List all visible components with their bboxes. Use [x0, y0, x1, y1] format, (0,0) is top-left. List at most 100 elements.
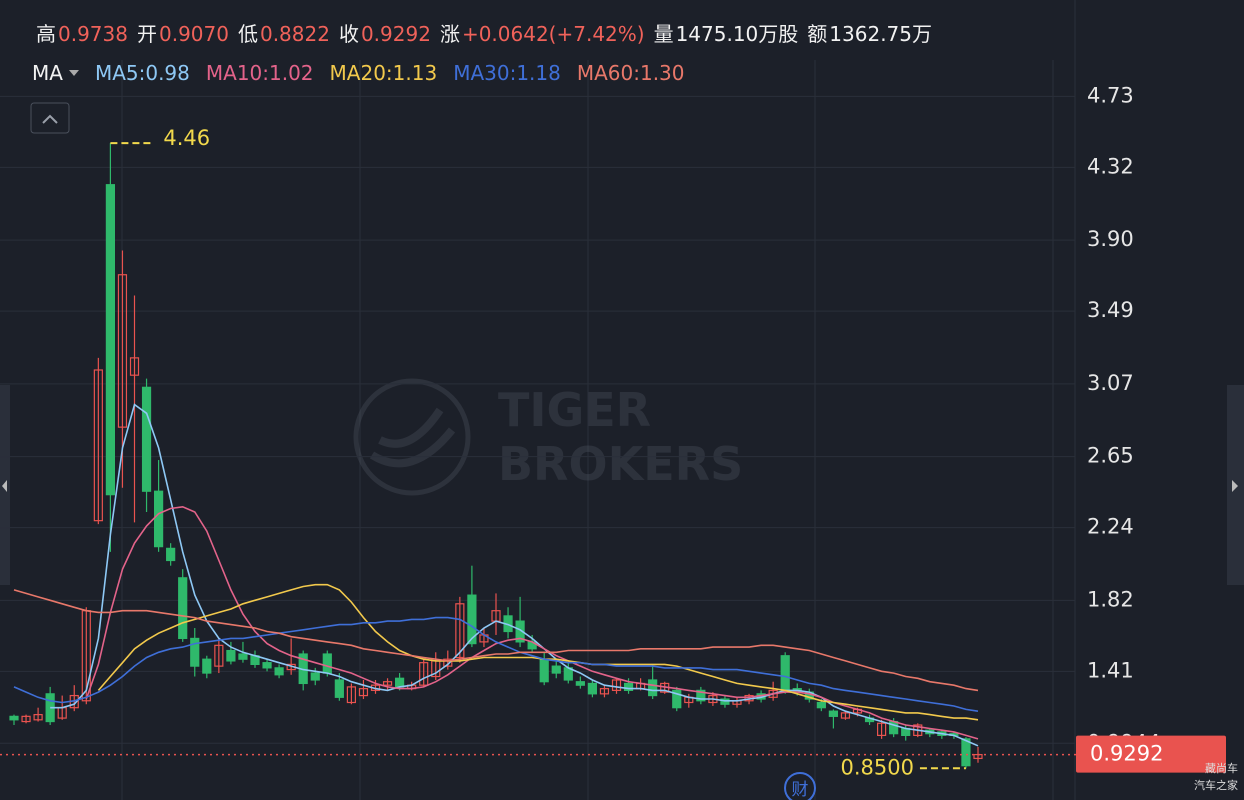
- candle-body: [93, 369, 103, 522]
- watermark: TIGER BROKERS: [353, 378, 743, 496]
- candle-body: [696, 689, 706, 702]
- quote-value: 0.8822: [259, 22, 330, 46]
- candle-body: [395, 677, 405, 688]
- candle-body: [961, 738, 971, 767]
- candle-body: [154, 490, 164, 548]
- candle-body: [262, 662, 272, 669]
- candle-body: [334, 679, 344, 698]
- quote-item: 额 1362.75万: [807, 18, 932, 47]
- candle-body: [611, 679, 622, 691]
- candle-body: [587, 682, 598, 695]
- low-label: 0.8500: [840, 755, 913, 779]
- candle-body: [672, 689, 682, 709]
- candle-body: [599, 688, 610, 695]
- y-tick-label: 3.90: [1087, 227, 1134, 251]
- candle-body: [226, 649, 236, 662]
- legend-entry: MA20:1.13: [329, 61, 438, 85]
- dropdown-icon: [68, 70, 79, 76]
- candle-body: [358, 688, 369, 697]
- candle-body: [419, 662, 429, 686]
- quote-label: 开: [136, 22, 157, 46]
- scroll-right-icon: [1232, 480, 1238, 492]
- candle-body: [828, 710, 839, 717]
- candle-body: [166, 547, 176, 562]
- quote-label: 额: [807, 22, 828, 46]
- candle-body: [840, 712, 851, 719]
- quote-label: 高: [36, 22, 56, 46]
- quote-value: 0.9292: [360, 22, 431, 46]
- candle-body: [178, 577, 188, 640]
- indicator-label: MA: [32, 61, 63, 85]
- corner-watermark: 汽车之家: [1194, 778, 1238, 792]
- candle-body: [21, 715, 31, 723]
- candle-body: [33, 714, 43, 721]
- candle-body: [274, 667, 284, 676]
- y-tick-label: 1.41: [1087, 658, 1134, 682]
- quote-value: 0.9070: [158, 22, 229, 46]
- candle-body: [648, 679, 658, 697]
- candle-body: [322, 653, 332, 674]
- ma-line: [97, 583, 979, 721]
- candle-body: [515, 620, 525, 643]
- quote-item: 量 1475.10万股: [654, 18, 799, 47]
- quote-item: 低 0.8822: [238, 18, 330, 47]
- collapse-icon: [42, 114, 58, 124]
- quote-item: 收 0.9292: [339, 18, 431, 47]
- candle-body: [816, 701, 826, 709]
- candle-body: [623, 682, 634, 691]
- legend-entry: MA30:1.18: [453, 61, 561, 85]
- y-tick-label: 3.49: [1087, 298, 1134, 322]
- indicator-select[interactable]: MA: [32, 61, 79, 85]
- candle-body: [310, 672, 320, 681]
- candle-body: [214, 644, 224, 667]
- candle-body: [382, 681, 393, 686]
- candle-body: [190, 637, 200, 667]
- quote-header: 高 0.9738 开 0.9070 低 0.8822 收 0.9292 涨 +0.0642(+7.…: [36, 18, 932, 47]
- candle-body: [238, 653, 248, 660]
- quote-label: 量: [653, 22, 674, 46]
- candle-body: [551, 665, 561, 674]
- ma-line: [85, 505, 979, 740]
- candle-body: [129, 357, 140, 376]
- candle-body: [720, 698, 730, 705]
- candle-body: [346, 686, 356, 704]
- quote-value: 1475.10万股: [675, 22, 799, 46]
- quote-label: 涨: [439, 22, 460, 46]
- candle-body: [105, 184, 116, 496]
- quote-label: 低: [237, 22, 258, 46]
- last-price-label: 0.9292: [1090, 742, 1163, 766]
- watermark-logo-mark: [369, 407, 456, 468]
- candle-body: [455, 603, 465, 659]
- candle-body: [575, 681, 585, 686]
- candle-body: [9, 715, 19, 721]
- watermark-logo: [353, 378, 471, 496]
- y-tick-label: 3.07: [1087, 371, 1134, 395]
- y-tick-label: 4.32: [1087, 154, 1134, 178]
- watermark-text: BROKERS: [498, 437, 743, 491]
- candle-body: [780, 655, 790, 691]
- candle-body: [141, 386, 152, 492]
- legend-entry: MA5:0.98: [94, 61, 190, 85]
- event-marker: 财: [792, 780, 809, 800]
- y-tick-label: 1.82: [1087, 587, 1134, 611]
- legend-entry: MA60:1.30: [576, 61, 685, 85]
- candle-body: [443, 658, 453, 667]
- watermark-text: TIGER: [498, 383, 651, 437]
- candle-body: [467, 594, 477, 645]
- scroll-left-icon: [2, 480, 7, 492]
- ma-line: [13, 616, 979, 712]
- quote-value: 1362.75万: [829, 22, 933, 46]
- collapse-button[interactable]: [30, 102, 70, 134]
- quote-item: 涨 +0.0642(+7.42%): [440, 18, 645, 47]
- candle-body: [876, 722, 887, 737]
- quote-value: +0.0642(+7.42%): [461, 22, 645, 46]
- candle-body: [539, 658, 549, 683]
- quote-item: 高 0.9738: [36, 18, 128, 47]
- y-tick-label: 4.73: [1087, 83, 1134, 107]
- last-price-tag: [1076, 735, 1226, 773]
- corner-watermark: 藏尚车: [1205, 761, 1238, 775]
- event-marker-circle[interactable]: [784, 772, 816, 800]
- legend-entry: MA10:1.02: [205, 61, 314, 85]
- y-tick-label: 2.65: [1087, 444, 1134, 468]
